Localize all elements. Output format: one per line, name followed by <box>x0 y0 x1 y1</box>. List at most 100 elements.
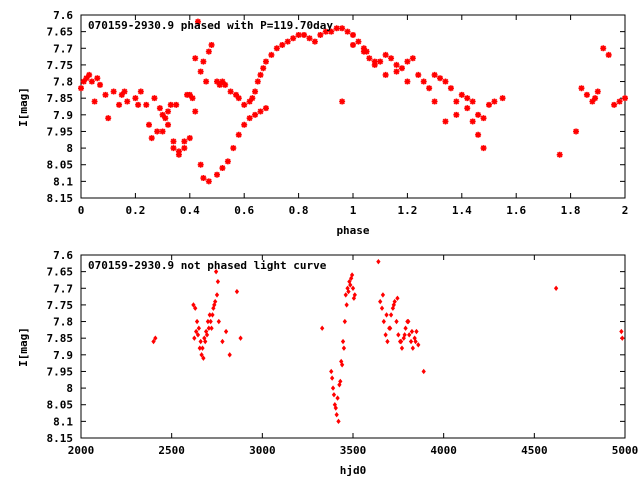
x-tick-label: 5000 <box>612 444 639 457</box>
data-point <box>592 95 598 101</box>
data-point <box>417 343 421 347</box>
y-tick-label: 7.7 <box>53 282 73 295</box>
data-point <box>154 128 160 134</box>
data-point <box>404 79 410 85</box>
y-tick-label: 8.15 <box>47 192 74 205</box>
data-point <box>383 72 389 78</box>
data-point <box>442 118 448 124</box>
data-point <box>410 55 416 61</box>
data-point <box>312 39 318 45</box>
data-point <box>168 102 174 108</box>
data-point <box>116 102 122 108</box>
y-tick-label: 7.9 <box>53 109 73 122</box>
x-tick-label: 3500 <box>340 444 367 457</box>
data-point <box>470 99 476 105</box>
data-point <box>296 32 302 38</box>
data-point <box>337 419 341 423</box>
data-point <box>78 85 84 91</box>
data-point <box>176 152 182 158</box>
data-point <box>404 326 408 330</box>
y-tick-label: 7.95 <box>47 365 74 378</box>
data-point <box>149 135 155 141</box>
data-point <box>395 319 399 323</box>
data-point <box>500 95 506 101</box>
data-point <box>320 326 324 330</box>
data-point <box>573 128 579 134</box>
x-tick-label: 0 <box>78 204 85 217</box>
data-point <box>366 55 372 61</box>
x-axis-label: phase <box>336 224 369 237</box>
data-point <box>236 95 242 101</box>
data-point <box>432 72 438 78</box>
data-point <box>584 92 590 98</box>
data-point <box>404 59 410 65</box>
x-tick-label: 0.8 <box>289 204 309 217</box>
data-point <box>249 95 255 101</box>
data-point <box>453 112 459 118</box>
data-point <box>160 112 166 118</box>
data-point <box>372 59 378 65</box>
data-point <box>606 52 612 58</box>
data-point <box>199 339 203 343</box>
data-point <box>211 313 215 317</box>
y-axis-label: I[mag] <box>17 87 30 127</box>
data-point <box>388 55 394 61</box>
data-point <box>252 112 258 118</box>
data-point <box>421 79 427 85</box>
data-point <box>415 329 419 333</box>
data-point <box>377 59 383 65</box>
data-point <box>407 333 411 337</box>
data-point <box>378 299 382 303</box>
data-point <box>475 132 481 138</box>
data-point <box>207 326 211 330</box>
data-point <box>426 85 432 91</box>
data-point <box>235 289 239 293</box>
data-point <box>394 62 400 68</box>
data-point <box>268 52 274 58</box>
chart-title: 070159-2930.9 phased with P=119.70day <box>88 19 333 32</box>
panel-not-phased: 2000 2500 3000 3500 4000 4500 50007.67.657.77.… <box>17 249 638 477</box>
data-point <box>486 102 492 108</box>
data-point <box>306 35 312 41</box>
data-point <box>94 75 100 81</box>
data-point <box>181 138 187 144</box>
data-point <box>361 49 367 55</box>
data-point <box>611 102 617 108</box>
data-point <box>228 353 232 357</box>
data-point <box>157 105 163 111</box>
data-point <box>382 319 386 323</box>
data-point <box>222 82 228 88</box>
data-point <box>258 72 264 78</box>
data-point <box>342 346 346 350</box>
data-points <box>152 259 624 423</box>
data-point <box>301 32 307 38</box>
data-point <box>384 333 388 337</box>
data-point <box>198 69 204 75</box>
data-point <box>206 178 212 184</box>
data-point <box>341 339 345 343</box>
data-point <box>600 45 606 51</box>
data-point <box>203 79 209 85</box>
data-point <box>415 72 421 78</box>
data-point <box>143 102 149 108</box>
data-point <box>464 95 470 101</box>
x-tick-label: 1 <box>350 204 357 217</box>
data-point <box>165 108 171 114</box>
data-point <box>442 79 448 85</box>
data-point <box>193 336 197 340</box>
x-tick-label: 1.2 <box>397 204 417 217</box>
data-point <box>595 89 601 95</box>
data-point <box>255 79 261 85</box>
data-point <box>481 115 487 121</box>
axis-ticks: 0 0.2 0.4 0.6 0.8 1 1.2 1.4 1.6 1.8 27.67.657.77.7… <box>47 9 629 217</box>
data-point <box>491 99 497 105</box>
data-point <box>252 89 258 95</box>
data-point <box>217 319 221 323</box>
data-point <box>192 108 198 114</box>
data-point <box>198 162 204 168</box>
y-tick-label: 7.8 <box>53 316 73 329</box>
y-tick-label: 7.85 <box>47 332 74 345</box>
data-point <box>389 313 393 317</box>
data-point <box>621 336 625 340</box>
x-tick-label: 3000 <box>249 444 276 457</box>
